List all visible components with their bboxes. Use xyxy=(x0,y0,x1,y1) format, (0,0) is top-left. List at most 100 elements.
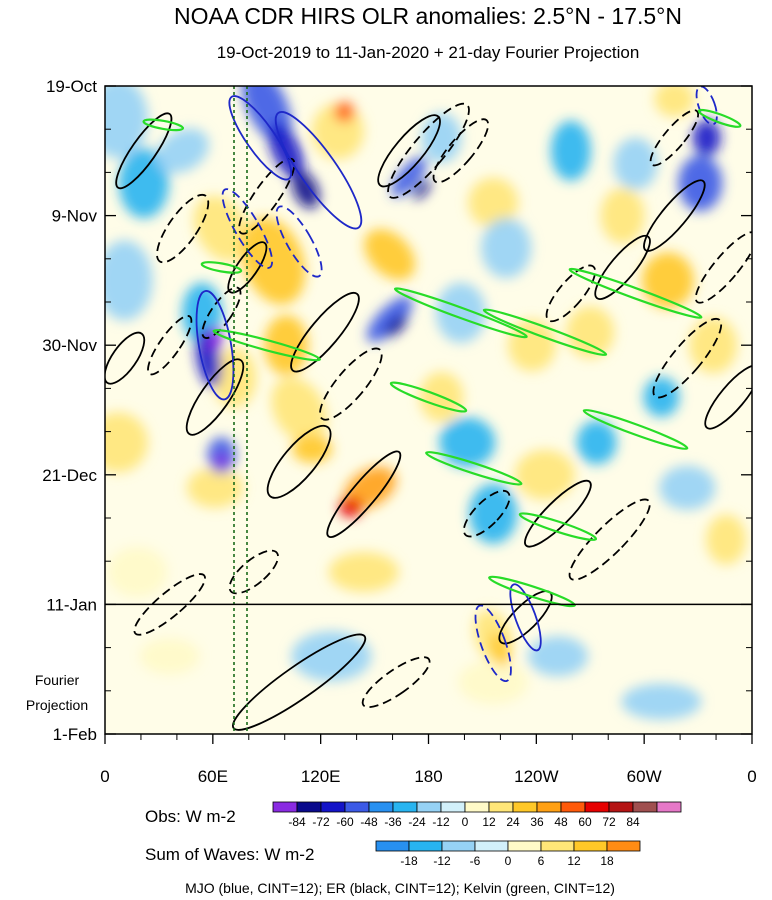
anomaly-patch xyxy=(212,347,257,408)
er-contour xyxy=(694,231,752,304)
kelvin-contour xyxy=(212,329,321,362)
er-contour xyxy=(115,112,173,190)
anomaly-patch xyxy=(469,483,518,544)
x-tick-label: 0 xyxy=(747,767,756,786)
er-contour xyxy=(524,479,592,548)
colorbar-box xyxy=(560,801,586,813)
colorbar-box xyxy=(416,801,442,813)
colorbar-box xyxy=(536,801,562,813)
colorbar-label: 36 xyxy=(530,815,544,829)
colorbar-box xyxy=(512,801,538,813)
anomaly-patch xyxy=(527,636,588,677)
anomaly-patch xyxy=(489,632,510,667)
projection-label-line1: Fourier xyxy=(35,672,80,688)
er-contour xyxy=(652,317,723,399)
colorbar-box xyxy=(441,840,476,852)
er-contour xyxy=(133,573,206,636)
anomaly-patch xyxy=(364,228,416,280)
anomaly-patch xyxy=(186,467,243,508)
colorbar-label: -12 xyxy=(432,815,450,829)
colorbar-box xyxy=(608,801,634,813)
anomaly-patch xyxy=(241,217,306,305)
mjo-contour xyxy=(474,604,512,682)
chart-subtitle: 19-Oct-2019 to 11-Jan-2020 + 21-day Four… xyxy=(217,43,640,62)
x-tick-label: 60W xyxy=(627,767,662,786)
colorbar-label: 60 xyxy=(578,815,592,829)
anomaly-patch xyxy=(214,453,229,470)
kelvin-contour xyxy=(482,308,608,357)
er-contour xyxy=(361,656,431,709)
anomaly-patch xyxy=(385,314,407,337)
x-tick-label: 120E xyxy=(301,767,341,786)
colorbar-box xyxy=(656,801,682,813)
colorbar-box xyxy=(488,801,514,813)
anomaly-patch xyxy=(271,377,327,443)
colorbar-box xyxy=(584,801,610,813)
colorbar-label: 12 xyxy=(482,815,496,829)
x-tick-label: 120W xyxy=(514,767,558,786)
er-contour xyxy=(227,241,268,294)
anomaly-patch xyxy=(105,240,153,321)
colorbar-box xyxy=(320,801,346,813)
anomaly-patch xyxy=(366,296,413,343)
anomaly-patch xyxy=(291,631,372,682)
anomaly-patch xyxy=(550,120,591,181)
anomaly-patch xyxy=(338,497,363,518)
plot-area xyxy=(105,86,752,734)
colorbar-box xyxy=(632,801,658,813)
colorbar-label: 0 xyxy=(505,854,512,868)
contour-legend-footer: MJO (blue, CINT=12); ER (black, CINT=12)… xyxy=(185,880,615,896)
kelvin-contour xyxy=(389,381,468,413)
er-contour xyxy=(432,118,490,184)
colorbar-box xyxy=(272,801,298,813)
colorbar-box xyxy=(344,801,370,813)
colorbar-label: -48 xyxy=(360,815,378,829)
chart-title: NOAA CDR HIRS OLR anomalies: 2.5°N - 17.… xyxy=(174,3,682,29)
anomaly-patch xyxy=(328,552,399,592)
er-contour xyxy=(185,358,245,436)
anomaly-patch xyxy=(105,412,148,473)
mjo-contour xyxy=(228,95,293,181)
anomaly-patch xyxy=(413,179,431,200)
colorbar-box xyxy=(606,840,641,852)
anomaly-patch xyxy=(391,156,427,197)
x-axis: 0 60E 120E 180 120W 60W 0 xyxy=(100,734,757,786)
colorbar-label: -84 xyxy=(288,815,306,829)
er-contour xyxy=(156,193,210,264)
er-contour xyxy=(319,347,383,421)
colorbar-label: 84 xyxy=(626,815,640,829)
olr-anomaly-field xyxy=(105,86,747,720)
colorbar-box xyxy=(464,801,490,813)
anomaly-patch xyxy=(692,119,721,156)
y-tick-label: 21-Dec xyxy=(42,466,97,485)
colorbar-box xyxy=(368,801,394,813)
colorbar-box xyxy=(296,801,322,813)
er-contour xyxy=(377,114,441,188)
kelvin-contour xyxy=(425,451,523,486)
y-axis: 19-Oct 9-Nov 30-Nov 21-Dec 11-Jan 1-Feb xyxy=(42,77,752,744)
y-tick-label: 1-Feb xyxy=(53,725,97,744)
anomaly-patch xyxy=(193,195,250,262)
mjo-contour xyxy=(509,583,542,652)
colorbar-box xyxy=(540,840,575,852)
kelvin-contour xyxy=(393,287,528,339)
waves-colorbar-label: Sum of Waves: W m-2 xyxy=(145,845,314,864)
er-contour xyxy=(545,264,597,323)
anomaly-patch xyxy=(206,326,223,351)
kelvin-contour xyxy=(582,408,689,450)
obs-colorbar: -84 -72 -60 -48 -36 -24 -12 0 12 24 36 48 60 72 84 xyxy=(272,801,682,829)
mjo-contour xyxy=(195,290,235,401)
colorbar-box xyxy=(474,840,509,852)
er-contour xyxy=(704,364,752,430)
anomaly-patch xyxy=(678,155,723,212)
colorbar-label: 24 xyxy=(506,815,520,829)
wave-contours xyxy=(105,86,752,731)
er-contour xyxy=(105,331,146,385)
colorbar-box xyxy=(507,840,542,852)
anomaly-patch xyxy=(654,86,695,117)
colorbar-label: -12 xyxy=(433,854,451,868)
mjo-contour xyxy=(275,205,323,278)
colorbar-label: 48 xyxy=(554,815,568,829)
anomaly-patch xyxy=(659,465,716,510)
anomaly-patch xyxy=(468,177,519,228)
